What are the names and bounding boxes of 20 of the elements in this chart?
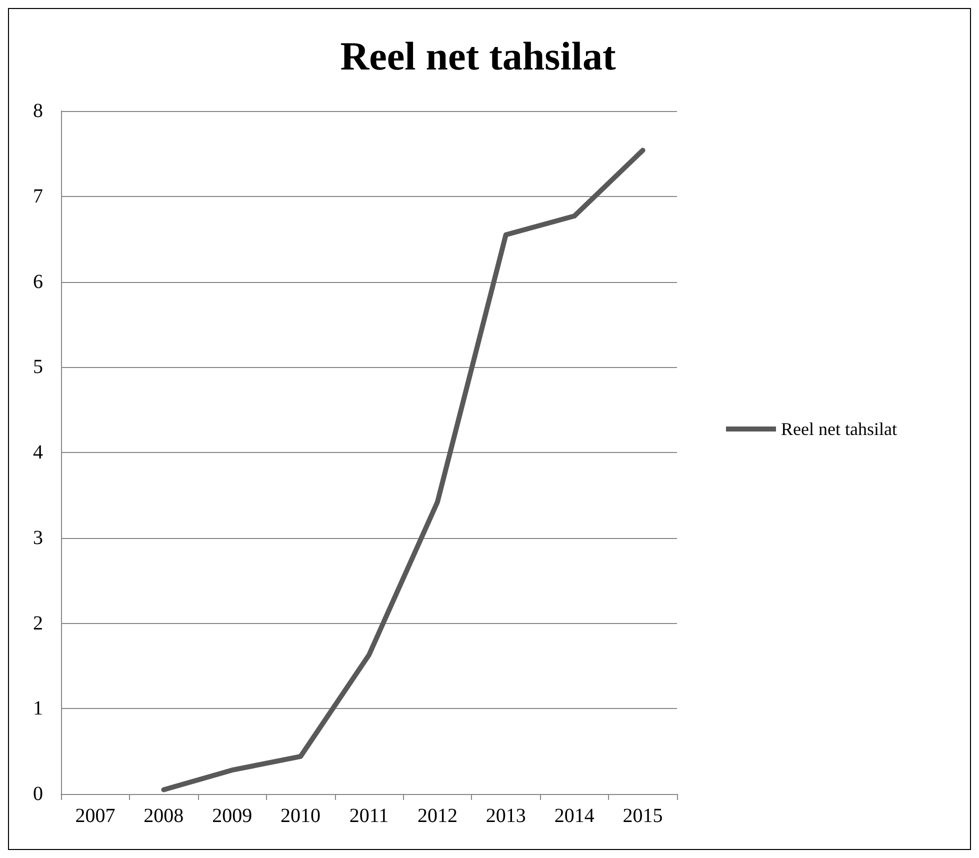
x-tick-label: 2013 — [486, 805, 526, 827]
y-tick-label: 5 — [33, 356, 43, 378]
y-tick-label: 1 — [33, 698, 43, 720]
y-tick-label: 6 — [33, 270, 43, 293]
legend-label: Reel net tahsilat — [781, 419, 897, 439]
chart-title: Reel net tahsilat — [340, 34, 616, 78]
x-tick-label: 2011 — [349, 805, 389, 827]
y-tick-label: 3 — [33, 526, 43, 549]
x-tick-label: 2007 — [75, 805, 116, 827]
x-tick-label: 2014 — [554, 805, 594, 827]
y-tick-label: 0 — [33, 783, 43, 805]
x-tick-label: 2009 — [212, 805, 252, 827]
y-tick-label: 4 — [33, 442, 43, 464]
x-tick-label: 2015 — [622, 805, 663, 827]
x-tick-label: 2012 — [417, 805, 458, 827]
x-tick-label: 2010 — [280, 805, 321, 827]
y-tick-label: 7 — [33, 185, 43, 208]
y-tick-label: 8 — [33, 100, 43, 122]
x-tick-label: 2008 — [144, 805, 184, 827]
y-tick-label: 2 — [33, 612, 43, 634]
